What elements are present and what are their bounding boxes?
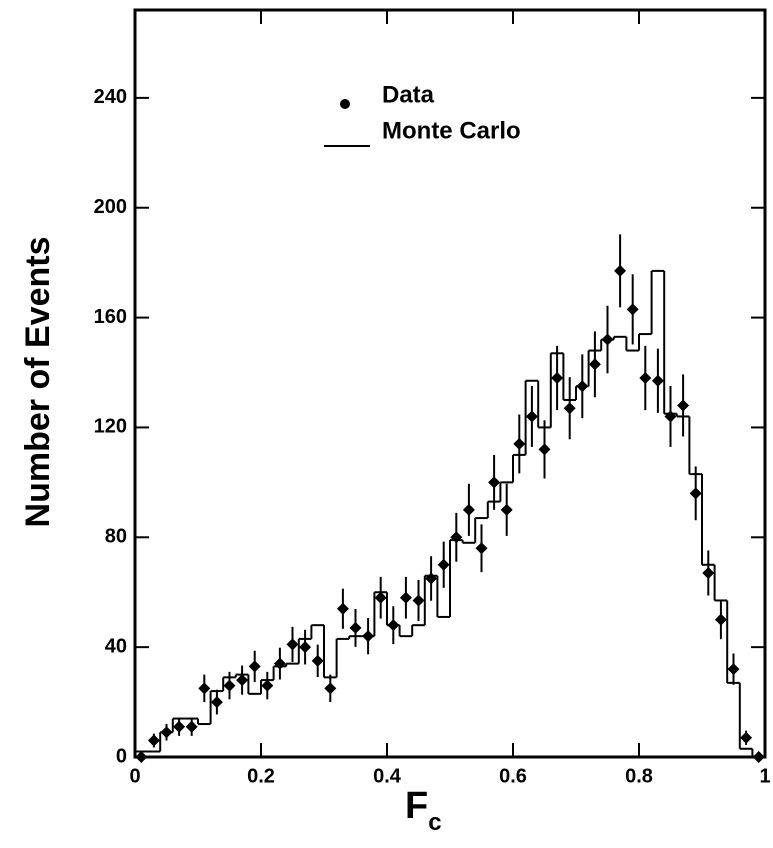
data-point <box>677 399 690 412</box>
data-point <box>563 402 576 415</box>
x-axis-label-subscript: c <box>428 809 441 836</box>
x-axis-label-main: F <box>405 785 428 827</box>
data-point <box>588 358 601 371</box>
data-point <box>236 674 249 687</box>
legend-label: Monte Carlo <box>382 117 521 144</box>
data-point <box>475 542 488 555</box>
data-point <box>714 613 727 626</box>
data-point <box>626 303 639 316</box>
x-tick-label: 0.4 <box>373 765 402 787</box>
data-point <box>727 663 740 676</box>
x-tick-label: 0.2 <box>247 765 275 787</box>
data-point <box>324 682 337 695</box>
y-tick-label: 200 <box>94 196 127 218</box>
data-point <box>689 487 702 500</box>
data-point <box>399 591 412 604</box>
data-point <box>185 720 198 733</box>
y-tick-label: 120 <box>94 416 127 438</box>
data-point <box>513 437 526 450</box>
data-point <box>488 476 501 489</box>
data-point <box>261 679 274 692</box>
data-point <box>740 731 753 744</box>
legend-marker <box>340 99 350 109</box>
data-point <box>147 734 160 747</box>
data-point <box>551 372 564 385</box>
data-point <box>614 264 627 277</box>
data-point <box>198 682 211 695</box>
data-point <box>425 572 438 585</box>
data-point <box>702 566 715 579</box>
data-point <box>223 679 236 692</box>
data-point <box>135 751 148 763</box>
x-axis-label: Fc <box>405 785 442 836</box>
data-point <box>437 558 450 571</box>
data-point <box>336 602 349 615</box>
y-tick-label: 40 <box>105 635 127 657</box>
data-point <box>664 410 677 423</box>
data-point <box>374 591 387 604</box>
data-point <box>538 443 551 456</box>
y-axis-label: Number of Events <box>19 237 57 528</box>
legend-label: Data <box>382 81 435 108</box>
data-point <box>450 531 463 544</box>
plot-frame <box>133 8 767 759</box>
data-point <box>299 641 312 654</box>
x-tick-label: 1 <box>759 765 770 787</box>
x-tick-label: 0 <box>129 765 140 787</box>
data-point <box>651 374 664 387</box>
y-tick-label: 0 <box>116 745 127 767</box>
data-point <box>210 696 223 709</box>
data-point <box>248 660 261 673</box>
data-point <box>311 654 324 667</box>
x-tick-label: 0.8 <box>625 765 653 787</box>
y-tick-label: 160 <box>94 306 127 328</box>
data-point <box>500 503 513 516</box>
y-tick-label: 240 <box>94 86 127 108</box>
data-point <box>349 621 362 634</box>
data-point <box>412 594 425 607</box>
data-point <box>286 638 299 651</box>
data-point <box>639 372 652 385</box>
data-point <box>173 720 186 733</box>
data-point <box>525 410 538 423</box>
data-point <box>462 503 475 516</box>
data-point <box>273 657 286 670</box>
x-tick-label: 0.6 <box>499 765 527 787</box>
y-tick-label: 80 <box>105 526 127 548</box>
